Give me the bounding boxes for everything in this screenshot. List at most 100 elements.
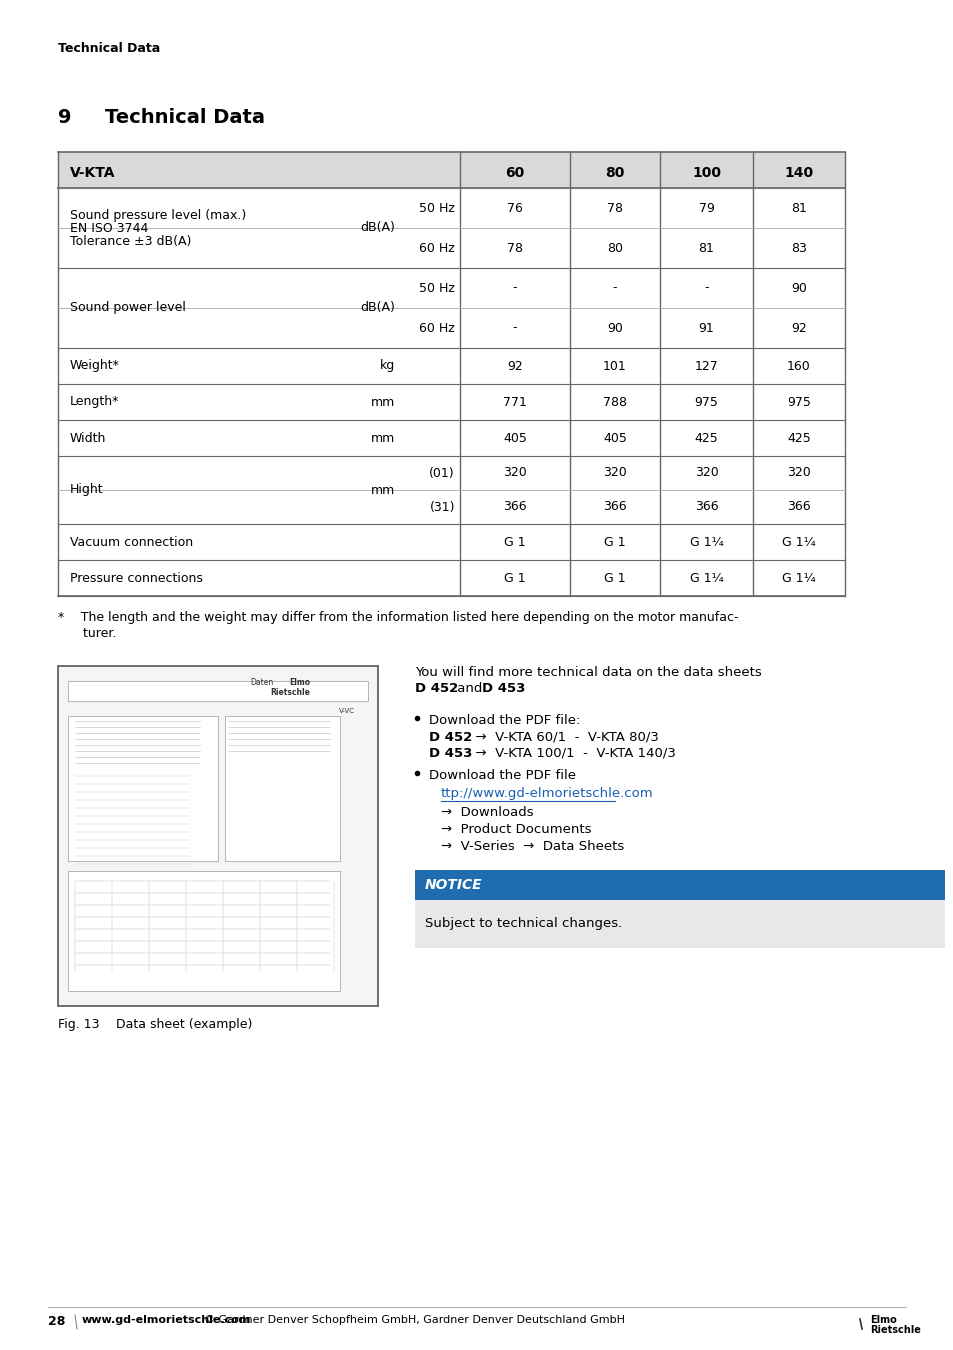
- Bar: [225, 716, 339, 861]
- Text: Length*: Length*: [70, 396, 119, 409]
- Text: dB(A): dB(A): [359, 301, 395, 315]
- Text: 80: 80: [604, 166, 624, 180]
- Text: Fig. 13  Data sheet (example): Fig. 13 Data sheet (example): [58, 1018, 253, 1031]
- Bar: [415, 869, 944, 900]
- Text: D 452: D 452: [415, 682, 457, 695]
- Text: 425: 425: [786, 432, 810, 444]
- Text: Hight: Hight: [70, 483, 104, 497]
- Text: (31): (31): [429, 501, 455, 513]
- Text: 80: 80: [606, 242, 622, 255]
- Text: Elmo
Rietschle: Elmo Rietschle: [270, 678, 310, 698]
- Text: Elmo: Elmo: [869, 1315, 896, 1324]
- Text: Technical Data: Technical Data: [105, 108, 265, 127]
- Text: 366: 366: [502, 501, 526, 513]
- Text: 425: 425: [694, 432, 718, 444]
- Text: G 1¹⁄₄: G 1¹⁄₄: [781, 536, 815, 548]
- Text: 366: 366: [694, 501, 718, 513]
- Text: Sound pressure level (max.): Sound pressure level (max.): [70, 208, 246, 221]
- Text: You will find more technical data on the data sheets: You will find more technical data on the…: [415, 666, 760, 679]
- Text: © Gardner Denver Schopfheim GmbH, Gardner Denver Deutschland GmbH: © Gardner Denver Schopfheim GmbH, Gardne…: [204, 1315, 624, 1324]
- Text: 92: 92: [790, 321, 806, 335]
- Text: 83: 83: [790, 242, 806, 255]
- Text: EN ISO 3744: EN ISO 3744: [70, 221, 149, 235]
- Text: Technical Data: Technical Data: [58, 42, 160, 55]
- Text: 320: 320: [602, 467, 626, 479]
- Text: 405: 405: [602, 432, 626, 444]
- Text: 50 Hz: 50 Hz: [418, 282, 455, 294]
- Text: 366: 366: [786, 501, 810, 513]
- Bar: [68, 680, 368, 701]
- Text: -: -: [512, 321, 517, 335]
- Text: turer.: turer.: [58, 626, 116, 640]
- Text: Weight*: Weight*: [70, 359, 120, 373]
- Text: 771: 771: [502, 396, 526, 409]
- Text: Vacuum connection: Vacuum connection: [70, 536, 193, 548]
- Text: 28: 28: [48, 1315, 66, 1328]
- Text: 366: 366: [602, 501, 626, 513]
- Text: →  Downloads: → Downloads: [440, 806, 533, 819]
- Text: www.gd-elmorietschle.com: www.gd-elmorietschle.com: [82, 1315, 251, 1324]
- Text: 405: 405: [502, 432, 526, 444]
- Text: 79: 79: [698, 201, 714, 215]
- Text: mm: mm: [371, 396, 395, 409]
- Text: →  V-KTA 100/1  -  V-KTA 140/3: → V-KTA 100/1 - V-KTA 140/3: [467, 747, 675, 760]
- Text: 50 Hz: 50 Hz: [418, 201, 455, 215]
- Text: 81: 81: [698, 242, 714, 255]
- Text: 92: 92: [507, 359, 522, 373]
- Text: Daten: Daten: [250, 678, 273, 687]
- Text: →  Product Documents: → Product Documents: [440, 824, 591, 836]
- Text: Subject to technical changes.: Subject to technical changes.: [424, 918, 621, 930]
- Text: 101: 101: [602, 359, 626, 373]
- Text: G 1: G 1: [503, 536, 525, 548]
- Text: mm: mm: [371, 483, 395, 497]
- Text: G 1: G 1: [503, 571, 525, 585]
- Text: G 1: G 1: [603, 536, 625, 548]
- Text: V-VC: V-VC: [338, 707, 355, 714]
- Text: D 453: D 453: [481, 682, 525, 695]
- Text: 320: 320: [502, 467, 526, 479]
- Text: 91: 91: [698, 321, 714, 335]
- Bar: [68, 716, 218, 861]
- Text: 140: 140: [783, 166, 813, 180]
- Text: -: -: [512, 282, 517, 294]
- Text: 320: 320: [694, 467, 718, 479]
- Text: kg: kg: [379, 359, 395, 373]
- Text: mm: mm: [371, 432, 395, 444]
- Text: D 453: D 453: [429, 747, 472, 760]
- Text: dB(A): dB(A): [359, 221, 395, 235]
- Text: D 452: D 452: [429, 730, 472, 744]
- Text: Tolerance ±3 dB(A): Tolerance ±3 dB(A): [70, 235, 192, 247]
- Text: G 1¹⁄₄: G 1¹⁄₄: [689, 571, 722, 585]
- Text: Sound power level: Sound power level: [70, 301, 186, 315]
- Bar: [68, 871, 339, 991]
- Text: →  V-Series  →  Data Sheets: → V-Series → Data Sheets: [440, 840, 623, 853]
- Text: 78: 78: [606, 201, 622, 215]
- Text: 78: 78: [506, 242, 522, 255]
- Text: 76: 76: [507, 201, 522, 215]
- Bar: [58, 153, 844, 188]
- Bar: [58, 666, 377, 1006]
- Text: 81: 81: [790, 201, 806, 215]
- Text: (01): (01): [429, 467, 455, 479]
- Text: 320: 320: [786, 467, 810, 479]
- Text: ttp://www.gd-elmorietschle.com: ttp://www.gd-elmorietschle.com: [440, 787, 653, 801]
- Text: G 1¹⁄₄: G 1¹⁄₄: [689, 536, 722, 548]
- Text: *  The length and the weight may differ from the information listed here dependi: * The length and the weight may differ f…: [58, 612, 738, 624]
- Text: Width: Width: [70, 432, 107, 444]
- Text: 90: 90: [606, 321, 622, 335]
- Text: 975: 975: [694, 396, 718, 409]
- Text: -: -: [703, 282, 708, 294]
- Text: 9: 9: [58, 108, 71, 127]
- Text: Download the PDF file:: Download the PDF file:: [429, 714, 579, 728]
- Text: G 1: G 1: [603, 571, 625, 585]
- Text: V-KTA: V-KTA: [70, 166, 115, 180]
- Text: NOTICE: NOTICE: [424, 878, 482, 892]
- Text: 60: 60: [505, 166, 524, 180]
- Text: 90: 90: [790, 282, 806, 294]
- Text: 788: 788: [602, 396, 626, 409]
- Text: and: and: [453, 682, 486, 695]
- Text: Download the PDF file: Download the PDF file: [429, 769, 576, 782]
- Text: 127: 127: [694, 359, 718, 373]
- Text: 100: 100: [691, 166, 720, 180]
- Text: -: -: [612, 282, 617, 294]
